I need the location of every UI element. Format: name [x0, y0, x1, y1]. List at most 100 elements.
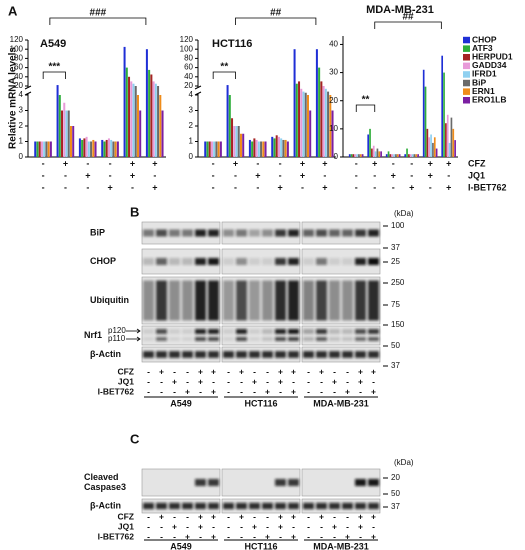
bar — [391, 154, 394, 157]
bar — [47, 141, 50, 157]
treatment-mark: - — [346, 511, 349, 521]
cell-line-label: MDA-MB-231 — [313, 398, 369, 408]
blot-band — [195, 337, 206, 341]
treatment-mark: - — [307, 531, 310, 541]
treatment-mark: - — [292, 376, 295, 386]
marker-label: 50 — [391, 341, 400, 350]
treatment-mark: + — [159, 511, 164, 521]
treatment-mark: + — [322, 158, 327, 168]
bar — [154, 83, 157, 157]
treatment-label: CFZ — [468, 158, 486, 168]
blot-band — [275, 502, 286, 510]
legend-swatch — [463, 71, 470, 78]
blot-band — [329, 329, 340, 334]
treatment-mark: + — [372, 158, 377, 168]
bar — [408, 154, 410, 157]
treatment-mark: + — [371, 511, 376, 521]
treatment-mark: - — [392, 158, 395, 168]
treatment-mark: - — [86, 182, 89, 192]
y-tick-label: 40 — [184, 72, 193, 81]
treatment-mark: - — [240, 521, 243, 531]
blot-band — [368, 351, 379, 358]
treatment-mark: - — [147, 531, 150, 541]
bar — [136, 95, 139, 157]
treatment-mark: - — [253, 366, 256, 376]
treatment-mark: + — [239, 511, 244, 521]
legend-swatch — [463, 54, 470, 61]
y-tick-label: 4 — [19, 90, 24, 99]
treatment-label: CFZ — [117, 366, 134, 376]
legend-label: GADD34 — [472, 60, 507, 70]
blot-band — [249, 337, 260, 341]
blot-band — [195, 258, 206, 265]
blot-band — [329, 258, 340, 265]
bar — [411, 154, 414, 157]
treatment-mark: - — [320, 386, 323, 396]
bar — [233, 126, 236, 157]
treatment-mark: + — [291, 386, 296, 396]
treatment-mark: - — [447, 170, 450, 180]
treatment-mark: + — [255, 170, 260, 180]
bar — [110, 139, 113, 157]
treatment-mark: - — [346, 521, 349, 531]
bar — [204, 141, 207, 157]
bar — [85, 136, 88, 157]
treatment-mark: - — [253, 511, 256, 521]
bar — [56, 85, 59, 157]
chart-title: A549 — [40, 38, 66, 50]
bar — [161, 110, 164, 157]
bar — [393, 154, 395, 157]
treatment-mark: - — [42, 182, 45, 192]
treatment-mark: - — [307, 511, 310, 521]
blot-band — [329, 502, 340, 510]
bar — [275, 135, 278, 157]
significance-label: *** — [48, 62, 60, 73]
band-arrowhead — [136, 328, 141, 334]
treatment-mark: + — [172, 376, 177, 386]
blot-strip — [141, 221, 221, 245]
treatment-mark: - — [307, 376, 310, 386]
y-tick-label: 120 — [180, 35, 194, 44]
blot-band — [262, 329, 273, 334]
blot-band — [329, 337, 340, 341]
bar — [251, 141, 254, 157]
bar — [228, 95, 231, 157]
bar — [282, 139, 285, 157]
bar — [123, 46, 126, 157]
bar — [210, 141, 213, 157]
blot-strip — [221, 221, 301, 245]
blot-band — [156, 337, 167, 341]
bar — [374, 151, 377, 157]
treatment-mark: - — [147, 376, 150, 386]
blot-band — [208, 329, 219, 334]
blot-band — [143, 258, 154, 265]
legend-swatch — [463, 36, 470, 44]
blot-band — [262, 280, 273, 321]
treatment-mark: + — [446, 182, 451, 192]
bar — [378, 151, 381, 157]
treatment-mark: - — [64, 170, 67, 180]
treatment-mark: - — [147, 386, 150, 396]
blot-band — [288, 258, 299, 265]
treatment-mark: + — [130, 158, 135, 168]
blot-strip — [221, 346, 301, 363]
treatment-mark: + — [198, 511, 203, 521]
bar — [356, 154, 358, 157]
blot-label: β-Actin — [90, 349, 121, 359]
legend-label: CHOP — [472, 34, 497, 44]
blot-strip — [221, 498, 301, 514]
y-tick-label: 30 — [329, 68, 338, 77]
bar — [280, 138, 283, 157]
blot-band — [156, 502, 167, 510]
blot-band — [342, 351, 353, 358]
treatment-mark: - — [279, 386, 282, 396]
blot-band — [249, 329, 260, 334]
treatment-mark: + — [371, 531, 376, 541]
blot-band — [342, 258, 353, 265]
blot-band — [156, 258, 167, 265]
treatment-mark: - — [253, 386, 256, 396]
treatment-mark: + — [63, 158, 68, 168]
treatment-mark: + — [198, 521, 203, 531]
bar — [257, 141, 260, 157]
